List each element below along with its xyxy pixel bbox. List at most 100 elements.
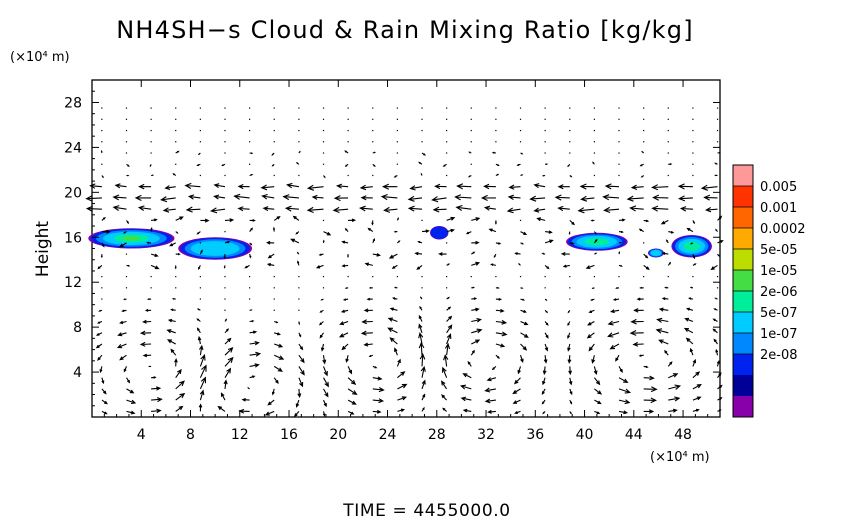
colorbar-swatch [733,354,753,376]
wind-vector [233,193,250,200]
wind-vector [272,226,276,232]
wind-vector [338,332,349,338]
wind-vector [224,287,226,289]
wind-vector [643,386,658,393]
wind-vector [717,372,722,379]
wind-vector [112,194,127,201]
wind-vector [590,219,595,222]
wind-vector [273,129,275,132]
wind-vector [446,118,448,120]
wind-vector [175,275,177,278]
wind-vector [306,184,324,191]
wind-vector [125,287,128,289]
wind-vector [520,287,524,289]
wind-vector [580,195,595,202]
wind-vector [520,343,528,351]
wind-vector [298,150,301,154]
cloud-regions [88,226,712,260]
wind-vector [456,183,472,190]
wind-vector [388,253,398,259]
wind-vector [244,264,250,269]
wind-vector [495,118,497,120]
wind-vector [197,335,202,345]
wind-vector [297,388,302,398]
wind-vector-field [85,107,724,418]
wind-vector [446,129,448,132]
wind-vector [150,227,153,232]
wind-vector [533,207,546,213]
wind-vector [446,242,448,244]
wind-vector [347,141,349,143]
wind-vector [495,275,497,278]
wind-vector [396,358,401,367]
wind-vector [520,231,528,235]
wind-vector [322,118,325,120]
wind-vector [588,343,595,352]
wind-vector [667,152,669,154]
wind-vector [249,152,254,155]
wind-vector [166,339,176,345]
wind-vector [421,406,425,412]
wind-vector [446,141,448,143]
wind-vector [618,118,620,120]
wind-vector [587,321,595,326]
wind-vector [520,332,529,338]
wind-vector [593,174,595,177]
wind-vector [298,275,300,278]
wind-vector [618,241,622,244]
wind-vector [121,309,127,313]
wind-vector [651,205,669,212]
wind-vector [372,409,382,414]
wind-vector [171,297,176,300]
wind-vector [716,107,719,109]
y-tick-label: 4 [73,365,82,381]
wind-vector [167,318,176,323]
wind-vector [213,194,226,200]
wind-vector [396,217,399,221]
wind-vector [544,129,546,132]
wind-vector [591,287,595,289]
wind-vector [692,152,694,154]
wind-vector [419,352,426,367]
wind-vector [123,366,128,373]
wind-vector [567,321,571,327]
wind-vector [519,355,524,364]
wind-vector [418,314,423,322]
wind-vector [643,275,645,278]
wind-vector [273,287,275,289]
wind-vector [125,107,128,109]
wind-vector [123,298,127,301]
wind-vector [122,231,127,234]
cloud-contour [190,241,240,256]
wind-vector [542,366,547,376]
wind-vector [495,129,497,132]
wind-vector [643,397,657,404]
wind-vector [569,287,571,289]
wind-vector [175,380,185,390]
wind-vector [344,227,349,232]
wind-vector [223,379,228,389]
wind-vector [446,275,448,278]
wind-vector [199,376,207,390]
wind-vector [323,388,329,398]
wind-vector [431,196,447,203]
wind-vector [594,410,601,415]
wind-vector [286,182,299,189]
wind-vector [569,298,571,300]
colorbar-label: 2e-06 [760,285,798,300]
wind-vector [692,141,694,143]
wind-vector [520,298,526,301]
wind-vector [700,184,718,191]
wind-vector [560,251,570,256]
wind-vector [150,275,152,278]
wind-vector [396,129,398,132]
wind-vector [471,328,483,334]
wind-vector [618,230,624,234]
wind-vector [593,275,595,278]
wind-vector [284,205,299,212]
wind-vector [175,163,177,165]
wind-vector [658,339,669,345]
wind-vector [126,377,131,384]
wind-vector [175,368,182,379]
wind-vector [643,264,650,270]
